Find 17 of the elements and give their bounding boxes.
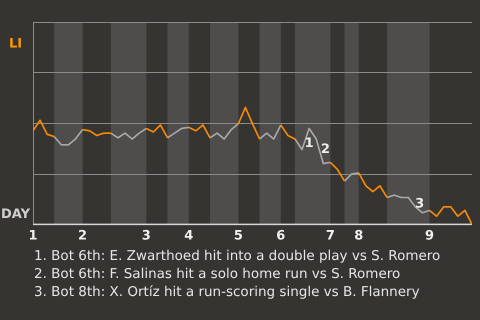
annotation: 3 bbox=[415, 196, 424, 212]
annotation: 1 bbox=[304, 136, 314, 151]
x-tick-label: 5 bbox=[234, 228, 243, 244]
x-tick-label: 3 bbox=[142, 228, 151, 244]
x-tick-label: 8 bbox=[354, 228, 364, 244]
x-axis-title: DAY bbox=[1, 206, 31, 222]
text: 1. Bot 6th: E. Zwarthoed hit into a double play vs S. Romero bbox=[34, 247, 442, 265]
x-tick-label: 2 bbox=[78, 228, 88, 244]
text: 3. Bot 8th: X. Ortíz hit a run-scoring single vs B. Flannery bbox=[34, 283, 421, 301]
x-tick-label: 7 bbox=[326, 228, 335, 244]
x-tick-label: 9 bbox=[424, 228, 434, 244]
y-axis-title: LI bbox=[9, 36, 22, 52]
x-tick-label: 6 bbox=[276, 228, 286, 244]
x-tick-label: 4 bbox=[184, 228, 194, 244]
x-tick-label: 1 bbox=[28, 228, 38, 244]
text: 2. Bot 6th: F. Salinas hit a solo home run vs S. Romero bbox=[34, 265, 402, 283]
annotation: 2 bbox=[320, 142, 330, 157]
